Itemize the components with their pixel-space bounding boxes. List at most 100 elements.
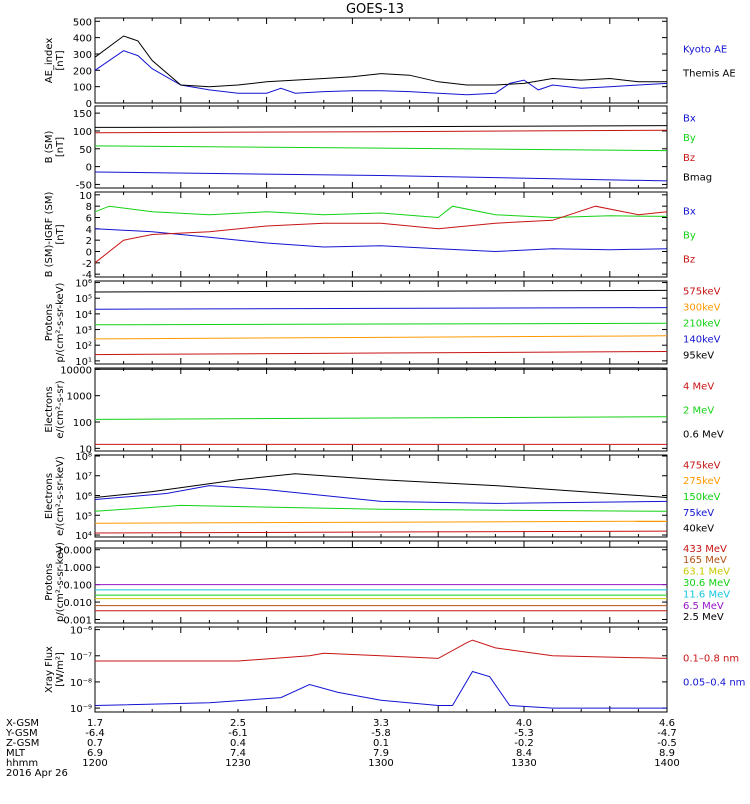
series-line [94, 485, 668, 504]
y-tick-label: 10 [79, 191, 92, 202]
legend-entry: Bz [683, 255, 695, 266]
footer-value: 8.4 [516, 748, 532, 759]
y-axis-label: Electrons [44, 386, 55, 432]
y-axis-label: Xray Flux [44, 646, 55, 693]
y-tick-label: 400 [73, 34, 92, 45]
y-axis-label: e/(cm²-s-sr-keV) [55, 456, 66, 536]
y-axis-label: [nT] [55, 224, 66, 244]
legend-entry: Bmag [683, 172, 712, 183]
legend-entry: 63.1 MeV [683, 567, 730, 578]
legend-entry: 2.5 MeV [683, 612, 724, 623]
y-tick-label: 100 [73, 418, 92, 429]
legend-entry: 6.5 MeV [683, 601, 724, 612]
legend-entry: 30.6 MeV [683, 578, 730, 589]
legend-entry: Bx [683, 114, 696, 125]
legend-entry: 150keV [683, 492, 721, 503]
footer-value: 1300 [368, 758, 393, 769]
series-line [94, 416, 668, 420]
y-axis-label: Electrons [44, 473, 55, 519]
footer-date: 2016 Apr 26 [6, 768, 68, 779]
series-line [94, 473, 668, 498]
y-tick-label: 10⁻⁶ [70, 626, 92, 637]
y-tick-label: 10⁶ [75, 279, 92, 290]
y-tick-label: 10000 [60, 365, 92, 376]
legend-entry: 140keV [683, 334, 721, 345]
y-tick-label: 10⁷ [75, 472, 92, 483]
y-tick-label: 10⁴ [75, 531, 92, 542]
legend-entry: 2 MeV [683, 406, 714, 417]
legend-entry: 475keV [683, 460, 721, 471]
series-line [94, 205, 668, 264]
footer-value: 4.0 [516, 718, 532, 729]
y-tick-label: 10¹ [75, 357, 92, 368]
footer-value: 1400 [654, 758, 679, 769]
footer-value: -6.1 [228, 728, 248, 739]
legend-entry: 95keV [683, 350, 714, 361]
footer-value: -5.8 [371, 728, 391, 739]
footer-value: 0.7 [87, 738, 103, 749]
y-axis-label: [nT] [55, 50, 66, 70]
footer-value: 7.4 [230, 748, 246, 759]
y-tick-label: 50 [79, 145, 92, 156]
legend-entry: 433 MeV [683, 544, 727, 555]
y-tick-label: 150 [73, 109, 92, 120]
y-tick-label: 1.000 [63, 563, 92, 574]
series-line [94, 670, 667, 709]
series-line [94, 546, 668, 549]
y-axis-label: p/(cm²-s-sr-keV) [55, 282, 66, 362]
plot-title: GOES-13 [346, 2, 404, 17]
legend-entry: 275keV [683, 476, 721, 487]
footer-row-label: Z-GSM [6, 738, 39, 749]
series-line [94, 351, 668, 356]
footer-value: 6.9 [87, 748, 103, 759]
y-tick-label: 10⁵ [75, 511, 92, 522]
y-axis-label: AE_index [44, 38, 55, 84]
y-tick-label: 300 [73, 50, 92, 61]
legend-entry: 0.05–0.4 nm [683, 678, 745, 689]
series-line [94, 289, 668, 293]
y-tick-label: 0 [86, 99, 92, 110]
footer-value: 1230 [225, 758, 250, 769]
y-tick-label: 10⁵ [75, 294, 92, 305]
legend-entry: Kyoto AE [683, 45, 727, 56]
series-line [94, 307, 668, 310]
footer-value: -6.4 [85, 728, 105, 739]
series-line [94, 335, 668, 340]
series-line [95, 639, 668, 662]
y-tick-label: 10.000 [57, 546, 92, 557]
y-axis-label: B (SM) [44, 130, 55, 163]
y-tick-label: 100 [73, 83, 92, 94]
legend-entry: 0.6 MeV [683, 430, 724, 441]
footer-value: 4.6 [659, 718, 675, 729]
legend-entry: By [683, 133, 696, 144]
footer-value: 0.1 [373, 738, 389, 749]
y-tick-label: 6 [86, 214, 92, 225]
y-axis-label: p/(cm²-s-sr-keV) [55, 542, 66, 622]
legend-entry: Bx [683, 207, 696, 218]
y-axis-label: Protons [44, 304, 55, 341]
footer-value: 3.3 [373, 718, 389, 729]
y-tick-label: 0.100 [63, 581, 92, 592]
y-axis-label: e/(cm²-s-sr) [55, 380, 66, 438]
series-line [94, 504, 668, 512]
footer-row-label: Y-GSM [5, 728, 38, 739]
y-tick-label: 100 [73, 127, 92, 138]
legend-entry: 4 MeV [683, 382, 714, 393]
series-line [94, 35, 667, 88]
panel-frame-6 [94, 454, 668, 538]
y-tick-label: 10⁻⁸ [70, 678, 92, 689]
footer-value: -4.7 [657, 728, 677, 739]
y-tick-label: 10⁴ [75, 310, 92, 321]
footer-value: 1.7 [87, 718, 103, 729]
legend-entry: 40keV [683, 524, 714, 535]
footer-value: 2.5 [230, 718, 246, 729]
y-tick-label: 2 [86, 236, 92, 247]
y-tick-label: 10³ [75, 326, 92, 337]
y-tick-label: -2 [82, 259, 92, 270]
footer-value: 1200 [82, 758, 107, 769]
y-tick-label: 8 [86, 202, 92, 213]
footer-value: 7.9 [373, 748, 389, 759]
y-tick-label: 10⁻⁹ [70, 704, 92, 715]
